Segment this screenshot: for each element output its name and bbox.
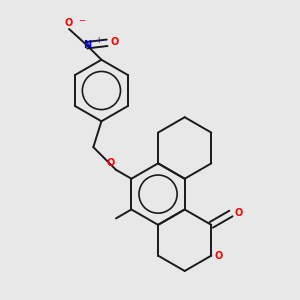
Text: O: O bbox=[234, 208, 242, 218]
Text: +: + bbox=[95, 36, 101, 45]
Text: O: O bbox=[214, 251, 223, 261]
Text: O: O bbox=[110, 37, 118, 47]
Text: O: O bbox=[65, 18, 73, 28]
Text: N: N bbox=[83, 40, 91, 50]
Text: O: O bbox=[106, 158, 114, 168]
Text: −: − bbox=[78, 16, 85, 26]
